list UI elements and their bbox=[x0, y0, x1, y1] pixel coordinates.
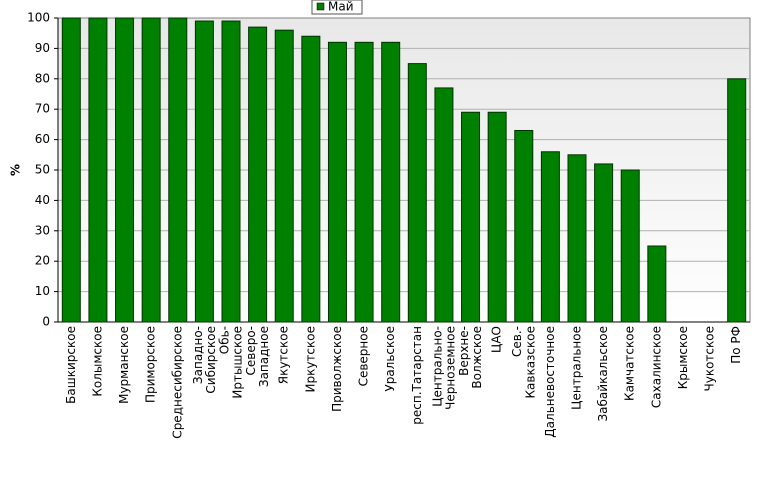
y-tick-label: 50 bbox=[35, 163, 50, 177]
bar bbox=[620, 169, 640, 323]
x-tick-label: Среднесибирское bbox=[170, 326, 184, 439]
y-tick-label: 30 bbox=[35, 223, 50, 237]
x-tick-label: Забайкальское bbox=[596, 326, 610, 422]
x-tick-label: Западно-Сибирское bbox=[190, 326, 217, 394]
bar bbox=[168, 17, 188, 323]
x-tick-label: Центральное bbox=[570, 326, 584, 410]
bar bbox=[327, 41, 347, 323]
x-tick-label: Дальневосточное bbox=[543, 326, 557, 438]
x-tick-label: Иркутское bbox=[303, 326, 317, 393]
bar bbox=[221, 20, 241, 323]
bar bbox=[727, 78, 747, 323]
bar bbox=[381, 41, 401, 323]
y-tick-label: 80 bbox=[35, 71, 50, 85]
x-tick-label: Северное bbox=[357, 326, 371, 386]
bar bbox=[274, 29, 294, 323]
y-tick-label: 40 bbox=[35, 193, 50, 207]
bar bbox=[141, 17, 161, 323]
x-tick-label: ЦАО bbox=[490, 326, 504, 353]
x-tick-label: Камчатское bbox=[623, 326, 637, 401]
x-tick-label: Приволжское bbox=[330, 326, 344, 412]
y-tick-label: 60 bbox=[35, 132, 50, 146]
legend-label[interactable]: Май bbox=[328, 0, 354, 14]
x-tick-label: Колымское bbox=[90, 326, 104, 397]
bar bbox=[407, 63, 427, 323]
y-axis-label: % bbox=[9, 164, 23, 176]
x-tick-label: Центрально-Черноземное bbox=[430, 326, 457, 410]
bar bbox=[567, 154, 587, 323]
bar bbox=[248, 26, 268, 323]
x-tick-label: Сахалинское bbox=[649, 326, 663, 408]
legend-box[interactable] bbox=[311, 0, 363, 15]
x-tick-label: Якутское bbox=[277, 326, 291, 384]
y-tick-label: 0 bbox=[42, 315, 50, 329]
x-tick-label: Башкирское bbox=[64, 326, 78, 404]
y-tick-label: 20 bbox=[35, 254, 50, 268]
bar bbox=[301, 35, 321, 323]
bar bbox=[514, 129, 534, 323]
y-tick-label: 70 bbox=[35, 102, 50, 116]
bar bbox=[115, 17, 135, 323]
x-tick-label: респ.Татарстан bbox=[410, 326, 424, 425]
bar bbox=[194, 20, 214, 323]
y-tick-label: 90 bbox=[35, 41, 50, 55]
y-tick-label: 100 bbox=[27, 11, 50, 25]
x-tick-label: Северо-Западное bbox=[244, 326, 271, 387]
bar bbox=[594, 163, 614, 323]
bar bbox=[647, 245, 667, 323]
x-tick-label: Чукотское bbox=[703, 326, 717, 391]
y-tick-label: 10 bbox=[35, 284, 50, 298]
x-tick-label: Мурманское bbox=[117, 326, 131, 404]
bar bbox=[88, 17, 108, 323]
x-tick-label: Уральское bbox=[383, 326, 397, 392]
bar bbox=[61, 17, 81, 323]
bar bbox=[540, 151, 560, 323]
x-tick-label: По РФ bbox=[729, 326, 743, 364]
bar bbox=[461, 111, 481, 323]
bar bbox=[354, 41, 374, 323]
bar bbox=[487, 111, 507, 323]
x-tick-label: Верхне-Волжское bbox=[456, 326, 483, 389]
x-tick-label: Приморское bbox=[144, 326, 158, 403]
bar bbox=[434, 87, 454, 323]
legend-swatch[interactable] bbox=[316, 2, 325, 11]
x-tick-label: Крымское bbox=[676, 326, 690, 389]
x-tick-label: Обь-Иртышское bbox=[217, 326, 244, 399]
x-tick-label: Сев.-Кавказское bbox=[510, 326, 537, 399]
legend[interactable]: Май bbox=[311, 0, 363, 15]
